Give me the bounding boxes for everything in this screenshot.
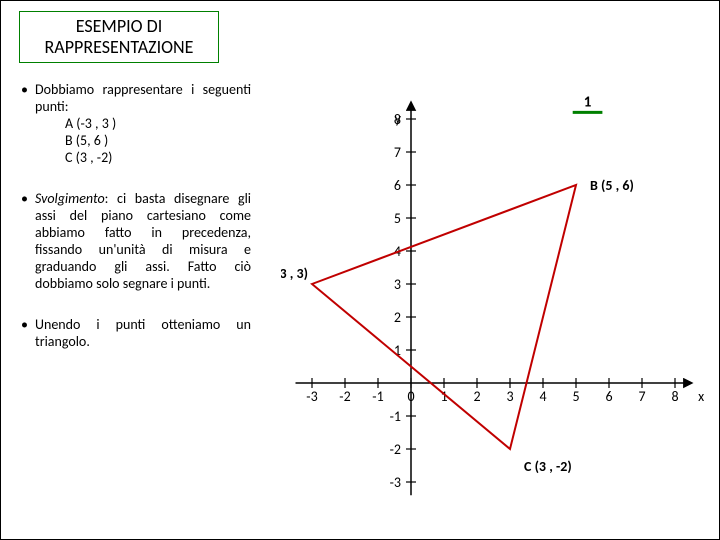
svg-text:-2: -2 [390,441,401,458]
svg-text:-1: -1 [372,388,383,405]
svg-text:5: 5 [572,388,579,405]
svg-text:-3: -3 [306,388,317,405]
bullet-dot: • [21,190,35,292]
point-b-text: B (5, 6 ) [21,132,251,149]
svg-text:-3: -3 [390,474,401,491]
bullet-3: • Unendo i punti otteniamo un triangolo. [21,316,251,350]
svg-text:C (3 , -2): C (3 , -2) [524,458,572,475]
svg-text:3: 3 [506,388,513,405]
svg-text:0: 0 [407,388,414,405]
svg-text:B (5 , 6): B (5 , 6) [590,177,634,194]
svg-text:5: 5 [394,210,401,227]
svg-text:4: 4 [539,388,546,405]
title-box: ESEMPIO DI RAPPRESENTAZIONE [19,11,219,63]
svg-text:y: y [395,110,402,127]
bullet-3-text: Unendo i punti otteniamo un triangolo. [35,316,251,350]
svg-text:6: 6 [394,177,401,194]
point-c-text: C (3 , -2) [21,149,251,166]
svg-text:2: 2 [473,388,480,405]
svg-text:2: 2 [394,309,401,326]
chart-svg: -3-2-1012345678-3-2-112345678xyA (-3 , 3… [281,61,711,531]
bullet-dot: • [21,81,35,115]
bullet-2: • Svolgimento: ci basta disegnare gli as… [21,190,251,292]
bullet-1-text: Dobbiamo rappresentare i seguenti punti: [35,81,251,115]
text-column: • Dobbiamo rappresentare i seguenti punt… [21,81,251,374]
svg-text:-1: -1 [390,408,401,425]
svg-text:x: x [698,388,704,405]
svg-text:-2: -2 [339,388,350,405]
point-a-text: A (-3 , 3 ) [21,115,251,132]
svg-text:8: 8 [671,388,678,405]
svg-text:3: 3 [394,276,401,293]
svg-text:7: 7 [394,144,401,161]
bullet-dot: • [21,316,35,350]
svg-text:7: 7 [638,388,645,405]
svg-text:1: 1 [584,93,592,111]
bullet-1: • Dobbiamo rappresentare i seguenti punt… [21,81,251,166]
svolgimento-italic: Svolgimento [35,190,105,207]
svg-text:A (-3 , 3): A (-3 , 3) [281,265,308,282]
svg-text:6: 6 [605,388,612,405]
bullet-2-text: Svolgimento: ci basta disegnare gli assi… [35,190,251,292]
cartesian-chart: -3-2-1012345678-3-2-112345678xyA (-3 , 3… [281,61,711,531]
title-text: ESEMPIO DI RAPPRESENTAZIONE [45,15,194,58]
